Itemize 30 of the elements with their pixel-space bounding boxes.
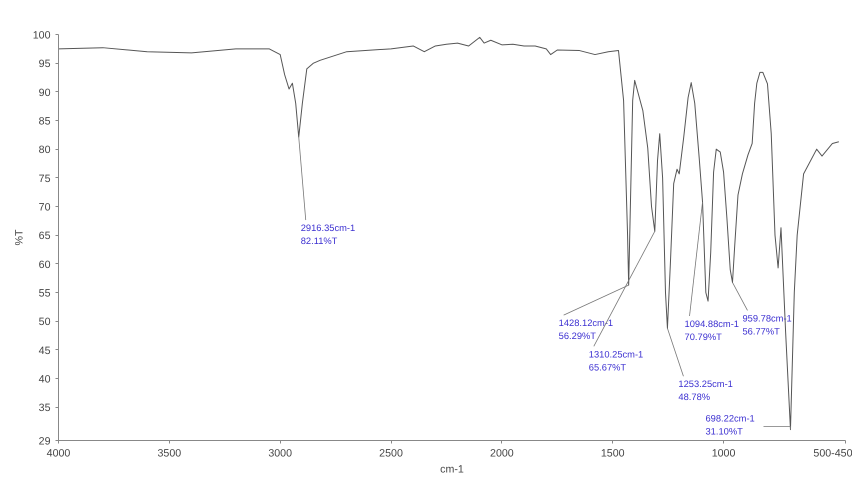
y-tick-label: 95 bbox=[38, 58, 51, 70]
y-tick-label: 65 bbox=[38, 230, 51, 242]
x-tick-label: 1500 bbox=[600, 448, 625, 460]
y-tick-label: 75 bbox=[38, 172, 51, 185]
x-tick-label: 1000 bbox=[712, 448, 736, 460]
x-tick-label: 3500 bbox=[157, 448, 182, 460]
y-tick-label: 50 bbox=[38, 316, 51, 328]
y-tick-label: 90 bbox=[38, 86, 51, 99]
annotation: 1094.88cm-1 70.79%T bbox=[684, 319, 739, 342]
y-tick-label: 85 bbox=[38, 116, 51, 128]
y-axis-title: %T bbox=[14, 229, 26, 246]
x-tick-label: 2000 bbox=[490, 448, 514, 460]
x-tick-label: 3000 bbox=[268, 448, 292, 460]
annotation: 2916.35cm-1 82.11%T bbox=[300, 223, 356, 246]
x-tick-label: 4000 bbox=[46, 448, 70, 460]
y-tick-label: 60 bbox=[38, 258, 51, 271]
y-tick-label: 80 bbox=[38, 144, 51, 156]
y-tick-label: 35 bbox=[38, 402, 51, 414]
y-tick-label: 100 bbox=[32, 30, 51, 42]
annotation: 1253.25cm-1 48.78% bbox=[678, 379, 733, 402]
y-tick-label: 55 bbox=[38, 288, 51, 300]
y-tick-label: 29 bbox=[38, 436, 51, 448]
annotation: 1310.25cm-1 65.67%T bbox=[588, 349, 644, 372]
y-tick-label: 70 bbox=[38, 202, 51, 214]
annotation: 698.22cm-1 31.10%T bbox=[705, 414, 755, 437]
y-tick-label: 45 bbox=[38, 344, 51, 357]
x-tick-label: 500-450 bbox=[813, 448, 852, 460]
x-tick-label: 2500 bbox=[379, 448, 403, 460]
y-tick-label: 40 bbox=[38, 374, 51, 386]
x-axis-title: cm-1 bbox=[440, 464, 464, 476]
